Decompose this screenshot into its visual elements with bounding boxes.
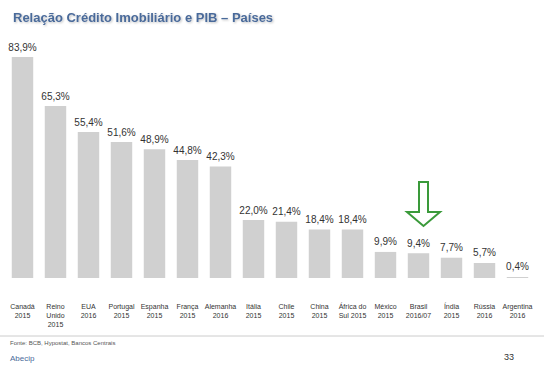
svg-text:51,6%: 51,6% [107,127,135,138]
svg-text:Relação Crédito Imobiliário e: Relação Crédito Imobiliário e PIB – País… [13,10,273,25]
svg-text:África do: África do [339,302,367,310]
svg-text:2015: 2015 [378,312,394,319]
svg-text:Alemanha: Alemanha [205,303,237,310]
svg-text:2016: 2016 [510,312,526,319]
svg-text:Argentina: Argentina [503,303,533,311]
svg-text:18,4%: 18,4% [305,214,333,225]
svg-text:Espanha: Espanha [141,303,169,311]
svg-text:2015: 2015 [48,321,64,328]
svg-text:França: França [177,303,199,311]
svg-text:48,9%: 48,9% [140,134,168,145]
svg-text:9,4%: 9,4% [407,238,430,249]
svg-text:22,0%: 22,0% [239,205,267,216]
svg-text:2015: 2015 [312,312,328,319]
svg-text:0,4%: 0,4% [506,261,529,272]
svg-text:2015: 2015 [444,312,460,319]
svg-text:2016/07: 2016/07 [406,312,431,319]
svg-text:Abecip: Abecip [10,354,35,363]
svg-text:33: 33 [504,352,514,362]
svg-text:Reino: Reino [46,303,64,310]
svg-text:42,3%: 42,3% [206,151,234,162]
svg-text:Chile: Chile [279,303,295,310]
svg-text:Rússia: Rússia [474,303,496,310]
svg-text:2016: 2016 [213,312,229,319]
svg-text:5,7%: 5,7% [473,247,496,258]
svg-text:Fonte: BCB, Hypostat, Bancos C: Fonte: BCB, Hypostat, Bancos Centrais [10,340,115,346]
svg-text:EUA: EUA [81,303,96,310]
svg-text:2016: 2016 [81,312,97,319]
svg-text:Canadá: Canadá [10,303,35,310]
svg-text:2015: 2015 [114,312,130,319]
svg-text:Sul 2015: Sul 2015 [339,312,367,319]
svg-text:2015: 2015 [15,312,31,319]
svg-text:Índia: Índia [444,302,459,310]
svg-text:9,9%: 9,9% [374,236,397,247]
svg-text:2015: 2015 [180,312,196,319]
svg-text:2015: 2015 [279,312,295,319]
svg-text:44,8%: 44,8% [173,145,201,156]
svg-text:Itália: Itália [246,303,261,310]
svg-text:65,3%: 65,3% [41,91,69,102]
svg-text:México: México [374,303,396,310]
svg-text:7,7%: 7,7% [440,242,463,253]
svg-text:Portugal: Portugal [108,303,135,311]
svg-text:55,4%: 55,4% [74,117,102,128]
svg-text:2015: 2015 [246,312,262,319]
svg-text:China: China [310,303,328,310]
svg-text:83,9%: 83,9% [8,42,36,53]
svg-text:21,4%: 21,4% [272,206,300,217]
svg-text:Brasil: Brasil [410,303,428,310]
svg-text:2016: 2016 [477,312,493,319]
svg-text:Unido: Unido [46,312,64,319]
svg-text:18,4%: 18,4% [338,214,366,225]
svg-text:2015: 2015 [147,312,163,319]
